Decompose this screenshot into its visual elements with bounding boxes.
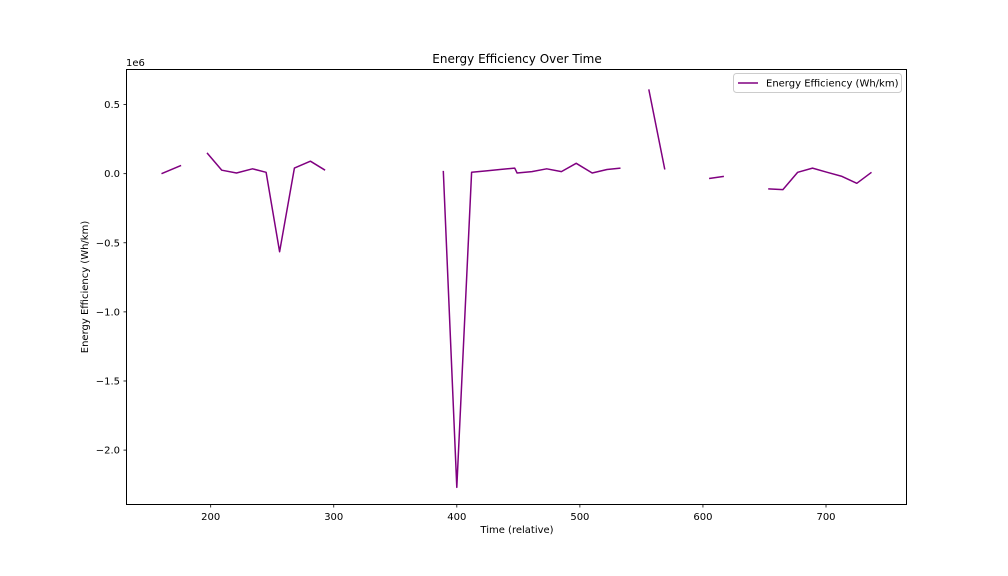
y-tick-label: −1.0 [96, 307, 120, 318]
series-line-segment [161, 164, 182, 175]
y-axis-label: Energy Efficiency (Wh/km) [80, 221, 91, 354]
x-tick-label: 400 [447, 512, 466, 523]
x-tick-label: 300 [324, 512, 343, 523]
plot-lines [161, 89, 872, 489]
x-tick-label: 700 [816, 512, 835, 523]
x-tick-label: 600 [693, 512, 712, 523]
series-line-segment [708, 175, 725, 180]
plot-frame [126, 69, 907, 505]
series-line-segment [442, 162, 621, 489]
y-tick-label: −1.5 [96, 376, 120, 387]
series-line-segment [206, 152, 326, 253]
x-tick-label: 200 [201, 512, 220, 523]
x-axis: 200 300 400 500 600 700 [201, 504, 836, 523]
y-tick-label: 0.0 [104, 169, 120, 180]
chart-title: Energy Efficiency Over Time [432, 52, 602, 66]
y-tick-label: −2.0 [96, 446, 120, 457]
y-offset-text: 1e6 [126, 58, 145, 69]
legend-box [733, 73, 902, 93]
series-line-segment [648, 89, 666, 170]
series-line-segment [768, 167, 872, 191]
x-tick-label: 500 [570, 512, 589, 523]
x-axis-label: Time (relative) [479, 525, 553, 536]
legend: Energy Efficiency (Wh/km) [733, 73, 902, 93]
legend-entry-label: Energy Efficiency (Wh/km) [766, 79, 899, 90]
y-axis: 0.5 0.0 −0.5 −1.0 −1.5 −2.0 [96, 100, 127, 457]
y-tick-label: 0.5 [104, 100, 120, 111]
y-tick-label: −0.5 [96, 238, 120, 249]
